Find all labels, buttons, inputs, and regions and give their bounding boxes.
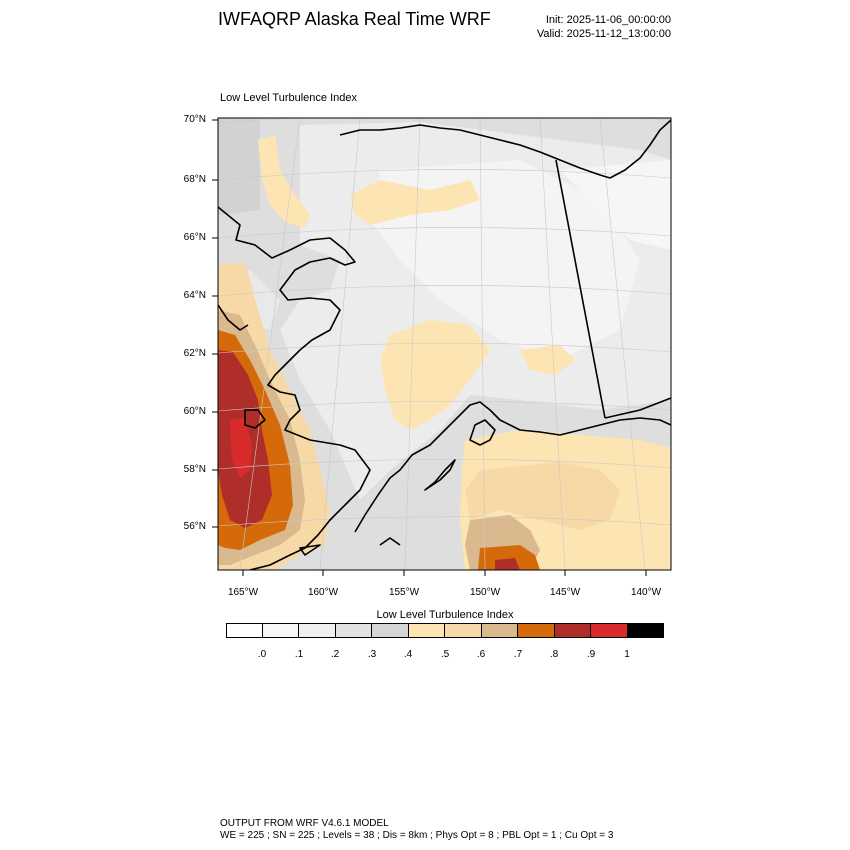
colorbar-label: .2 [330,649,340,660]
lon-label-145: 145°W [549,587,581,598]
lat-label-56: 56°N [183,521,206,532]
lat-label-60: 60°N [183,406,206,417]
colorbar-label: .3 [367,649,377,660]
colorbar-box [298,623,336,638]
colorbar-box [481,623,518,638]
turbulence-field [218,118,671,570]
colorbar-box [408,623,445,638]
axis-ticks [212,119,647,576]
colorbar-box [590,623,628,638]
colorbar-label: .8 [549,649,559,660]
colorbar-label: .1 [294,649,304,660]
model-footer: OUTPUT FROM WRF V4.6.1 MODEL WE = 225 ; … [220,818,613,842]
colorbar-label: 1 [624,649,630,660]
colorbar-title: Low Level Turbulence Index [376,609,514,621]
colorbar-box [444,623,482,638]
footer-line-1: OUTPUT FROM WRF V4.6.1 MODEL [220,818,389,829]
colorbar-label: .6 [476,649,486,660]
lon-label-140: 140°W [630,587,662,598]
coastlines [218,119,671,570]
colorbar-box [627,623,664,638]
lon-label-150: 150°W [469,587,501,598]
run-times: Init: 2025-11-06_00:00:00 Valid: 2025-11… [537,13,671,41]
lon-label-155: 155°W [388,587,420,598]
lat-label-68: 68°N [183,174,206,185]
lon-label-160: 160°W [307,587,339,598]
page-title: IWFAQRP Alaska Real Time WRF [218,9,491,29]
lat-label-66: 66°N [183,232,206,243]
colorbar-label: .7 [513,649,523,660]
init-time: Init: 2025-11-06_00:00:00 [545,14,671,26]
lat-label-58: 58°N [183,464,206,475]
colorbar-box [554,623,591,638]
valid-time: Valid: 2025-11-12_13:00:00 [536,28,671,40]
colorbar-box [335,623,372,638]
colorbar-label: .5 [440,649,450,660]
colorbar-box [371,623,409,638]
colorbar-label: .4 [403,649,413,660]
colorbar-box [262,623,299,638]
lat-label-70: 70°N [183,114,206,125]
footer-line-2: WE = 225 ; SN = 225 ; Levels = 38 ; Dis … [220,830,614,841]
map-subtitle: Low Level Turbulence Index [220,92,357,104]
lat-label-64: 64°N [183,290,206,301]
map-frame [217,117,672,571]
colorbar-label: .0 [257,649,267,660]
lon-label-165: 165°W [227,587,259,598]
colorbar-box [517,623,555,638]
colorbar-box [226,623,263,638]
lat-label-62: 62°N [183,348,206,359]
graticule [218,118,671,570]
colorbar-label: .9 [586,649,596,660]
